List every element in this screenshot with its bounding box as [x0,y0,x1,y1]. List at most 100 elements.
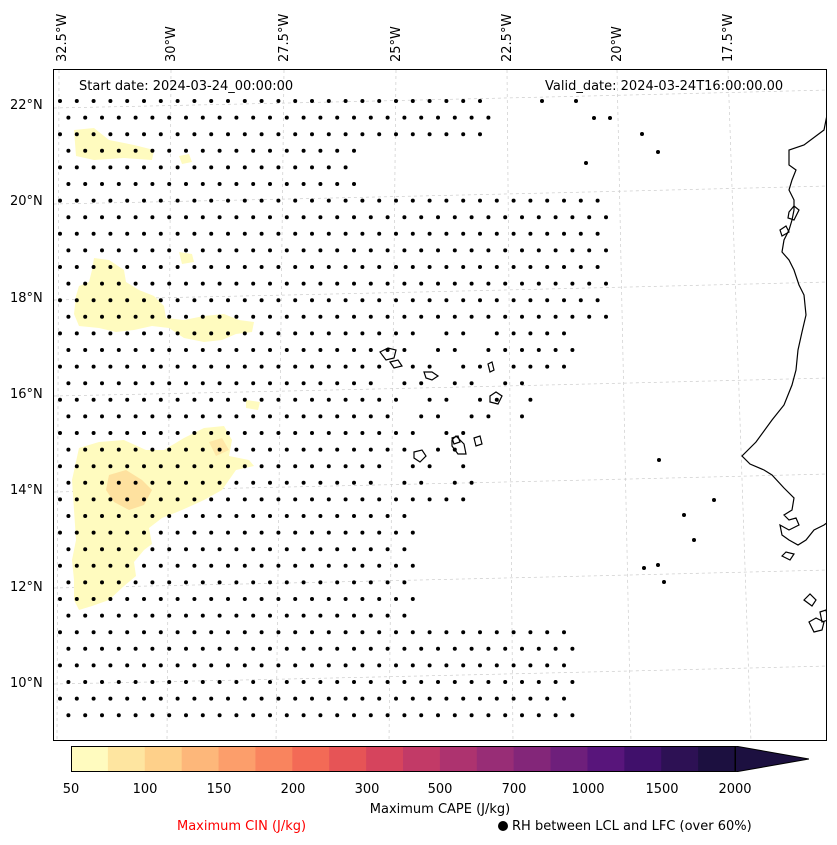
rh-dot [503,646,508,651]
rh-dot [142,630,146,635]
rh-dot [385,447,390,452]
rh-dot [284,381,289,386]
rh-dot [74,696,79,701]
rh-dot [419,646,424,651]
rh-dot [259,464,264,469]
rh-dot [251,680,256,684]
cape-verde-island [451,435,461,445]
rh-dot [419,314,424,319]
rh-dot [461,497,466,502]
rh-dot [528,198,533,203]
rh-dot [259,198,264,203]
rh-dot [343,397,348,402]
rh-dot [452,115,457,120]
rh-dot [444,99,449,103]
colorbar-extend-arrow [734,746,809,772]
rh-dot [192,464,197,469]
rh-dot [301,281,306,286]
rh-dot [562,630,566,635]
rh-dot [175,597,180,601]
rh-dot [268,381,272,386]
rh-dot [91,364,96,369]
rh-dot [167,447,172,452]
rh-dot [142,231,146,236]
rh-dot [352,148,356,153]
rh-dot [217,215,222,220]
rh-dot [242,563,247,568]
rh-dot [150,248,155,253]
rh-dot [335,480,340,485]
rh-dot [427,99,432,103]
rh-dot [133,148,138,153]
rh-dot [394,630,398,635]
rh-dot [511,696,516,701]
rh-dot [150,215,155,220]
rh-dot [310,265,314,269]
rh-dot [242,663,247,668]
rh-dot [66,580,71,585]
rh-dot [326,397,331,402]
rh-dot [310,464,314,469]
rh-dot [226,497,230,502]
rh-dot [553,248,558,253]
rh-dot [209,597,214,601]
lat-label: 18°N [10,291,43,306]
rh-dot [410,597,415,601]
rh-dot [310,663,314,668]
rh-legend: RH between LCL and LFC (over 60%) [498,819,752,834]
rh-dot [58,630,62,635]
rh-dot [494,663,499,668]
rh-dot [343,696,348,701]
rh-dot [158,464,163,469]
rh-dot [310,165,314,170]
rh-dot [242,331,247,336]
rh-dot [656,150,660,154]
colorbar-cell [698,746,736,772]
rh-dot [284,480,289,485]
rh-dot [58,464,62,469]
rh-dot [360,530,365,535]
rh-dot [394,696,398,701]
colorbar-tick-label: 200 [280,782,306,797]
rh-dot [91,497,96,502]
rh-dot [310,364,314,369]
rh-dot [326,630,331,635]
rh-dot [251,613,256,618]
rh-dot [234,314,239,319]
rh-dot [528,663,533,668]
rh-dot [116,314,121,319]
rh-dot [66,547,71,552]
rh-dot [217,414,222,419]
rh-dot [368,680,373,684]
rh-dot [209,696,214,701]
rh-dot [91,132,96,137]
rh-dot [276,165,281,170]
rh-dot [251,281,256,286]
rh-dot [217,248,222,253]
rh-dot [419,281,424,286]
rh-dot [410,663,415,668]
rh-dot [116,646,121,651]
rh-dot [293,497,298,502]
rh-dot [209,165,214,170]
rh-dot [74,530,79,535]
rh-dot [536,314,541,319]
rh-dot [234,182,239,186]
rh-dot [200,215,205,220]
rh-dot [284,547,289,552]
rh-dot [520,713,524,718]
rh-dot [452,381,457,386]
rh-dot [368,348,373,352]
rh-dot [570,281,575,286]
rh-dot [268,713,272,718]
rh-dot [301,447,306,452]
rh-dot [444,198,449,203]
rh-dot [478,99,482,103]
rh-dot [100,281,104,286]
rh-dot [436,314,440,319]
rh-dot [175,198,180,203]
rh-dot [385,680,390,684]
map-panel[interactable] [53,69,827,741]
rh-dot [259,298,264,303]
colorbar-cell [329,746,367,772]
